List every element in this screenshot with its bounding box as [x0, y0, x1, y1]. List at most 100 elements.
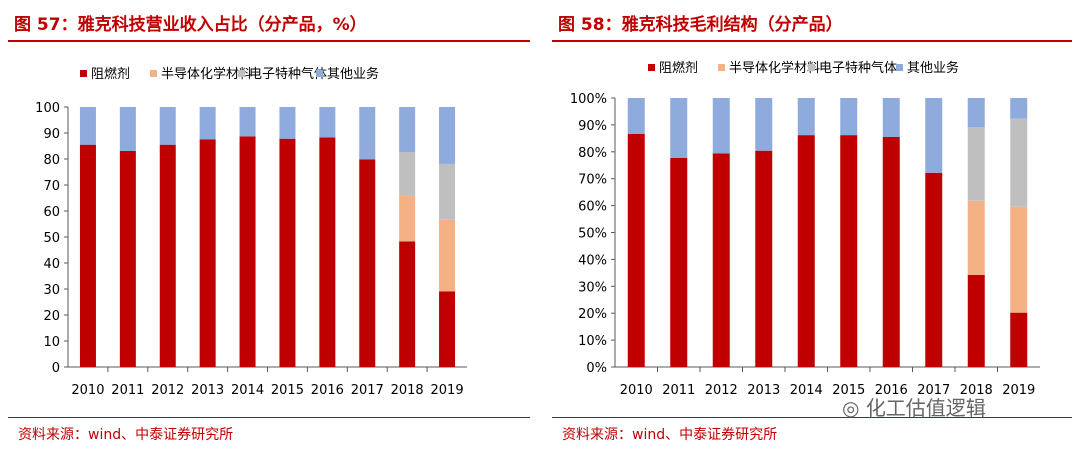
- y-tick-label: 80%: [578, 146, 607, 161]
- legend-label: 半导体化学材料: [729, 60, 820, 76]
- x-tick-label: 2013: [191, 383, 224, 398]
- bar-segment: [239, 136, 256, 367]
- bar-segment: [279, 107, 296, 139]
- source-note: 资料来源：wind、中泰证券研究所: [18, 427, 234, 443]
- y-tick-label: 0: [52, 361, 60, 376]
- y-tick-label: 30: [43, 283, 60, 298]
- watermark-text: 化工估值逻辑: [865, 396, 986, 420]
- x-tick-label: 2011: [662, 383, 695, 398]
- y-tick-label: 70: [43, 179, 60, 194]
- y-tick-label: 20: [43, 309, 60, 324]
- bar-segment: [755, 98, 773, 151]
- bar-segment: [967, 127, 985, 201]
- x-tick-label: 2016: [875, 383, 908, 398]
- y-tick-label: 0%: [586, 361, 607, 376]
- bar-segment: [279, 138, 296, 367]
- y-tick-label: 100%: [570, 92, 607, 107]
- bar-segment: [712, 153, 730, 367]
- x-tick-label: 2014: [790, 383, 823, 398]
- legend-label: 电子特种气体: [249, 66, 327, 82]
- bar-segment: [925, 98, 943, 173]
- bar-segment: [359, 107, 376, 160]
- x-tick-label: 2015: [832, 383, 865, 398]
- legend-swatch: [718, 64, 725, 71]
- legend-swatch: [896, 64, 903, 71]
- y-tick-label: 90: [43, 127, 60, 142]
- legend-label: 电子特种气体: [819, 60, 897, 76]
- bar-segment: [319, 107, 336, 138]
- legend-swatch: [238, 70, 245, 77]
- y-tick-label: 90%: [578, 119, 607, 134]
- watermark: ◎ 化工估值逻辑: [842, 392, 986, 421]
- bar-segment: [159, 144, 176, 367]
- legend-swatch: [150, 70, 157, 77]
- x-tick-label: 2019: [1002, 383, 1035, 398]
- bar-segment: [439, 291, 456, 367]
- bar-segment: [79, 144, 96, 367]
- legend-swatch: [316, 70, 323, 77]
- y-tick-label: 30%: [578, 280, 607, 295]
- chart-panel-57: 图 57：雅克科技营业收入占比（分产品，%） 阻燃剂 半导体化学材料 电子特种气体其…: [8, 0, 530, 456]
- x-tick-label: 2013: [747, 383, 780, 398]
- bar-segment: [439, 107, 456, 164]
- y-tick-label: 60%: [578, 200, 607, 215]
- title-divider: [8, 40, 530, 42]
- bar-segment: [439, 163, 456, 220]
- x-tick-label: 2016: [311, 383, 344, 398]
- x-tick-label: 2011: [111, 383, 144, 398]
- title-divider: [552, 40, 1072, 42]
- y-tick-label: 40%: [578, 253, 607, 268]
- bar-segment: [359, 159, 376, 367]
- bar-segment: [967, 200, 985, 276]
- legend-label: 其他业务: [907, 60, 959, 76]
- bar-segment: [399, 107, 416, 152]
- bar-segment: [627, 98, 645, 134]
- bar-segment: [1010, 98, 1028, 119]
- bar-segment: [399, 195, 416, 242]
- bar-segment: [670, 157, 688, 367]
- legend-swatch: [808, 64, 815, 71]
- bar-segment: [399, 151, 416, 196]
- bar-segment: [967, 275, 985, 367]
- y-tick-label: 60: [43, 205, 60, 220]
- bar-segment: [119, 107, 136, 151]
- bar-segment: [1010, 206, 1028, 313]
- chart-title: 图 57：雅克科技营业收入占比（分产品，%）: [14, 15, 367, 35]
- bar-segment: [1010, 312, 1028, 367]
- y-tick-label: 50%: [578, 227, 607, 242]
- legend-label: 其他业务: [327, 66, 379, 82]
- source-note: 资料来源：wind、中泰证券研究所: [562, 427, 778, 443]
- y-tick-label: 20%: [578, 307, 607, 322]
- x-tick-label: 2012: [151, 383, 184, 398]
- bar-segment: [882, 137, 900, 367]
- y-tick-label: 50: [43, 231, 60, 246]
- x-tick-label: 2018: [391, 383, 424, 398]
- bar-segment: [797, 98, 815, 136]
- y-tick-label: 40: [43, 257, 60, 272]
- bar-segment: [239, 107, 256, 137]
- bar-segment: [670, 98, 688, 158]
- bar-segment: [882, 98, 900, 138]
- wechat-icon: ◎: [842, 396, 860, 420]
- bar-segment: [925, 172, 943, 367]
- bar-segment: [627, 133, 645, 367]
- y-tick-label: 80: [43, 153, 60, 168]
- x-tick-label: 2017: [351, 383, 384, 398]
- bar-segment: [840, 98, 858, 136]
- x-tick-label: 2015: [271, 383, 304, 398]
- x-tick-label: 2010: [620, 383, 653, 398]
- legend-label: 阻燃剂: [91, 66, 130, 82]
- x-tick-label: 2010: [71, 383, 104, 398]
- legend-swatch: [648, 64, 655, 71]
- legend-swatch: [80, 70, 87, 77]
- x-tick-label: 2017: [917, 383, 950, 398]
- bar-segment: [755, 150, 773, 367]
- chart-panel-58: 图 58：雅克科技毛利结构（分产品） 阻燃剂 半导体化学材料 电子特种气体 其他业务 0…: [552, 0, 1072, 456]
- x-tick-label: 2018: [960, 383, 993, 398]
- bar-segment: [119, 150, 136, 367]
- y-tick-label: 100: [35, 101, 60, 116]
- bar-segment: [159, 107, 176, 145]
- bar-segment: [79, 107, 96, 145]
